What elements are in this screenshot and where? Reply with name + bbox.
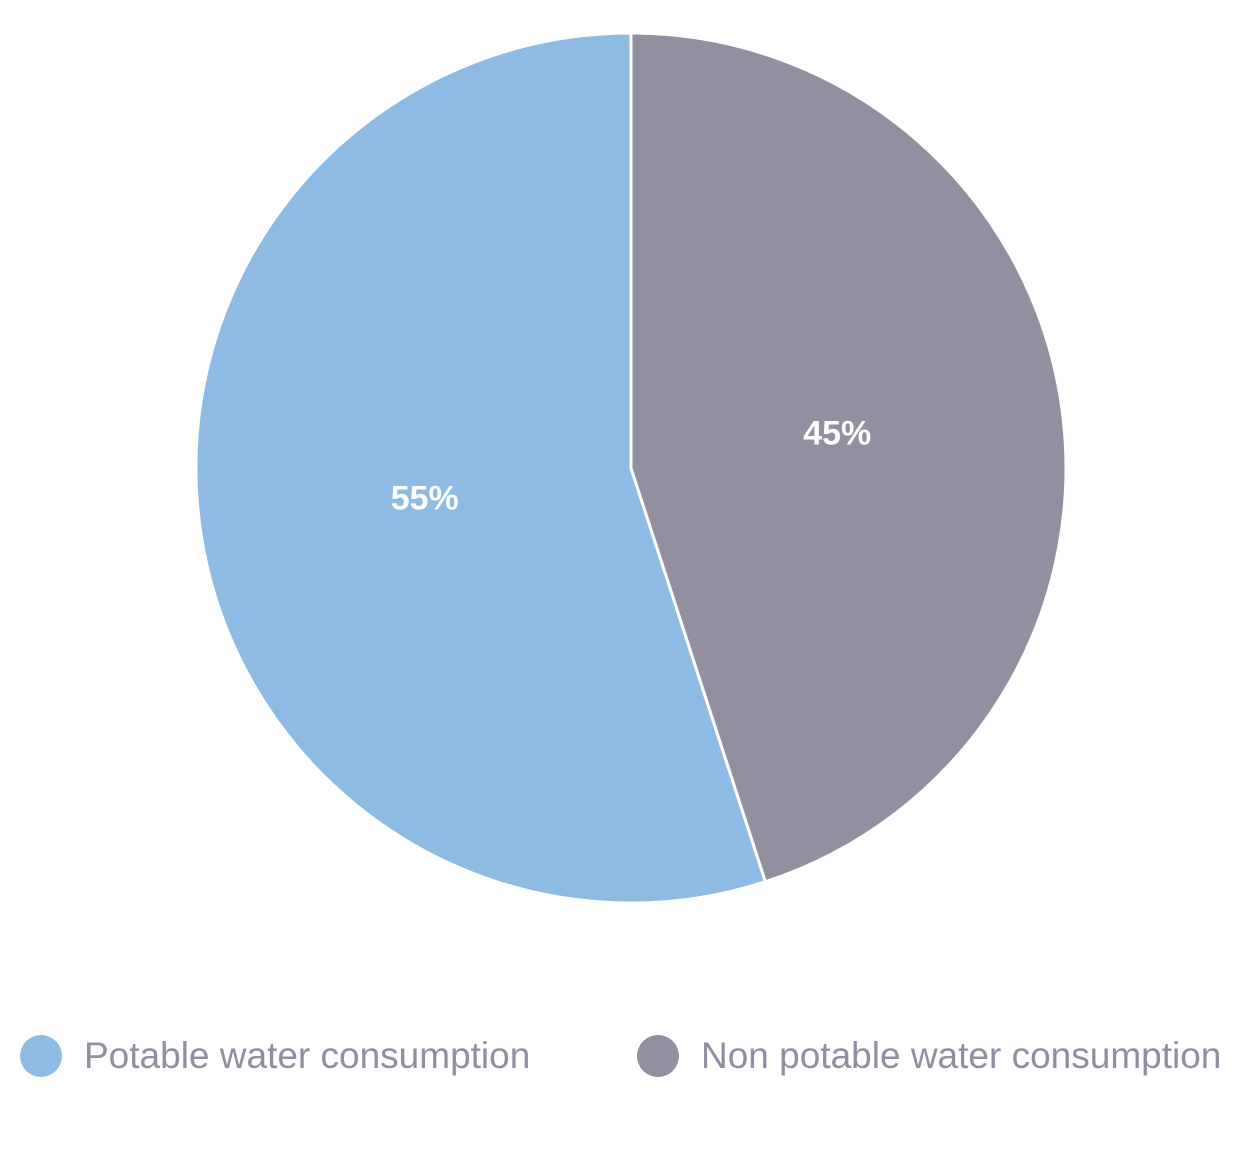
legend-item-non-potable[interactable]: Non potable water consumption [637,1030,1221,1082]
pie-chart: 55% 45% [194,31,1068,905]
legend-item-potable[interactable]: Potable water consumption [20,1030,530,1082]
legend-swatch-non-potable [637,1035,679,1077]
legend-swatch-potable [20,1035,62,1077]
pie-slice-labels: 55% 45% [391,414,872,517]
pie-slice-potable[interactable] [194,31,767,905]
pie-slices [194,31,1068,905]
slice-label-potable: 55% [391,480,459,518]
slice-label-non-potable: 45% [803,414,871,452]
legend: Potable water consumption Non potable wa… [0,1030,1253,1082]
pie-slice-non-potable[interactable] [629,31,1068,884]
legend-label-non-potable: Non potable water consumption [701,1035,1222,1076]
legend-label-potable: Potable water consumption [84,1035,531,1076]
